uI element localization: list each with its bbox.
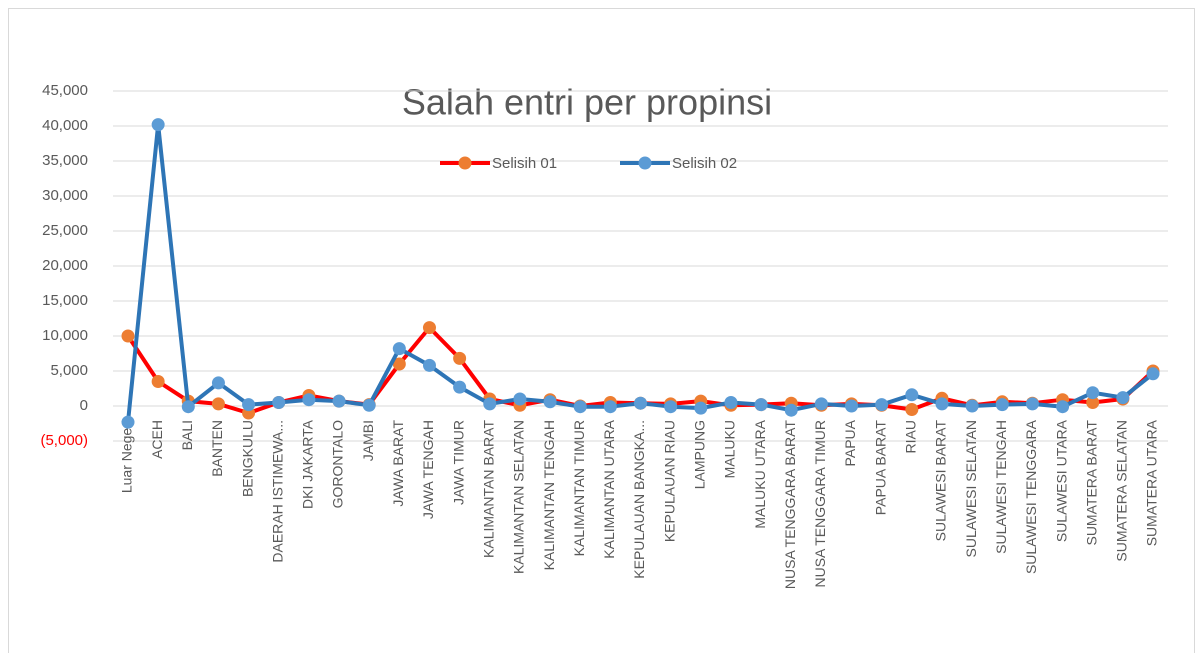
chart-title: Salah entri per propinsi (402, 82, 772, 123)
data-point (513, 392, 527, 406)
data-point (1146, 367, 1160, 381)
data-point (272, 396, 286, 409)
y-tick-label: 25,000 (42, 222, 88, 239)
x-tick-label: SULAWESI SELATAN (963, 420, 979, 557)
data-point (1025, 397, 1039, 411)
data-point (754, 398, 768, 412)
data-point (332, 394, 346, 408)
x-tick-label: SULAWESI BARAT (933, 420, 949, 542)
x-tick-label: BALI (179, 420, 195, 450)
y-tick-label: 40,000 (42, 117, 88, 134)
data-point (242, 398, 256, 412)
legend-label: Selisih 01 (492, 155, 557, 172)
data-point (121, 415, 135, 429)
y-tick-label: 15,000 (42, 292, 88, 309)
data-point (121, 329, 135, 343)
x-tick-label: KALIMANTAN SELATAN (511, 420, 527, 574)
data-point (1086, 386, 1100, 400)
data-point (151, 118, 165, 132)
x-tick-label: JAWA TENGAH (420, 420, 436, 519)
x-tick-label: PAPUA BARAT (872, 420, 888, 516)
data-point (422, 358, 436, 372)
x-tick-label: KALIMANTAN TIMUR (571, 420, 587, 556)
x-tick-label: GORONTALO (330, 420, 346, 509)
x-tick-label: Luar Negeri (119, 420, 135, 493)
y-tick-label: 5,000 (50, 362, 88, 379)
data-point (724, 396, 738, 409)
x-tick-label: KEPULAUAN BANGKA... (631, 420, 647, 579)
x-tick-label: JAMBI (360, 420, 376, 461)
x-tick-label: SULAWESI TENGGARA (1023, 419, 1039, 574)
data-point (845, 399, 859, 413)
data-point (151, 375, 165, 388)
x-tick-label: JAWA TIMUR (450, 420, 466, 505)
data-point (422, 321, 436, 335)
data-point (453, 380, 467, 394)
x-tick-label: BENGKULU (239, 420, 255, 497)
x-tick-label: SULAWESI UTARA (1053, 419, 1069, 542)
y-tick-label: (5,000) (40, 432, 88, 449)
data-point (603, 400, 617, 414)
x-tick-label: ACEH (149, 420, 165, 459)
data-point (905, 388, 919, 402)
data-point (181, 400, 195, 414)
x-tick-label: BANTEN (209, 420, 225, 477)
data-point (1056, 400, 1070, 414)
x-tick-label: PAPUA (842, 419, 858, 466)
x-tick-label: RIAU (903, 420, 919, 453)
x-tick-label: SUMATERA BARAT (1083, 420, 1099, 546)
x-tick-label: JAWA BARAT (390, 420, 406, 507)
legend-item: Selisih 02 (620, 155, 737, 172)
x-tick-label: MALUKU UTARA (752, 419, 768, 528)
x-tick-label: NUSA TENGGARA TIMUR (812, 420, 828, 588)
x-tick-label: SUMATERA UTARA (1144, 419, 1160, 546)
y-tick-label: 35,000 (42, 152, 88, 169)
x-tick-label: SULAWESI TENGAH (993, 420, 1009, 554)
x-tick-label: KALIMANTAN UTARA (601, 419, 617, 558)
data-point (935, 397, 949, 411)
data-point (905, 403, 919, 416)
data-point (543, 395, 557, 409)
legend-marker (638, 156, 652, 170)
legend-marker (458, 156, 472, 170)
data-point (694, 401, 708, 415)
x-tick-label: KEPULAUAN RIAU (661, 420, 677, 542)
y-tick-label: 0 (80, 397, 88, 414)
data-point (875, 398, 889, 412)
y-tick-label: 20,000 (42, 257, 88, 274)
data-point (573, 400, 587, 414)
x-tick-label: MALUKU (722, 420, 738, 478)
data-point (362, 398, 376, 412)
data-point (1116, 391, 1130, 405)
data-point (211, 397, 225, 411)
data-point (814, 397, 828, 411)
data-point (784, 403, 798, 417)
x-tick-label: KALIMANTAN BARAT (480, 420, 496, 558)
legend-label: Selisih 02 (672, 155, 737, 172)
data-point (211, 376, 225, 390)
x-tick-label: DKI JAKARTA (300, 419, 316, 509)
chart-frame (8, 8, 1195, 658)
data-point (392, 342, 406, 356)
data-point (634, 396, 647, 410)
data-point (302, 393, 316, 407)
data-point (1086, 396, 1100, 409)
data-point (453, 351, 467, 365)
data-point (995, 398, 1009, 412)
x-tick-label: KALIMANTAN TENGAH (541, 420, 557, 570)
y-tick-label: 45,000 (42, 82, 88, 99)
x-tick-label: LAMPUNG (691, 420, 707, 489)
y-tick-label: 10,000 (42, 327, 88, 344)
x-tick-label: SUMATERA SELATAN (1114, 420, 1130, 562)
x-tick-label: DAERAH ISTIMEWA... (269, 420, 285, 563)
data-point (483, 397, 497, 411)
data-point (965, 399, 979, 413)
data-point (664, 400, 678, 414)
y-tick-label: 30,000 (42, 187, 88, 204)
legend-item: Selisih 01 (440, 155, 557, 172)
data-point (392, 357, 406, 371)
x-tick-label: NUSA TENGGARA BARAT (782, 420, 798, 590)
